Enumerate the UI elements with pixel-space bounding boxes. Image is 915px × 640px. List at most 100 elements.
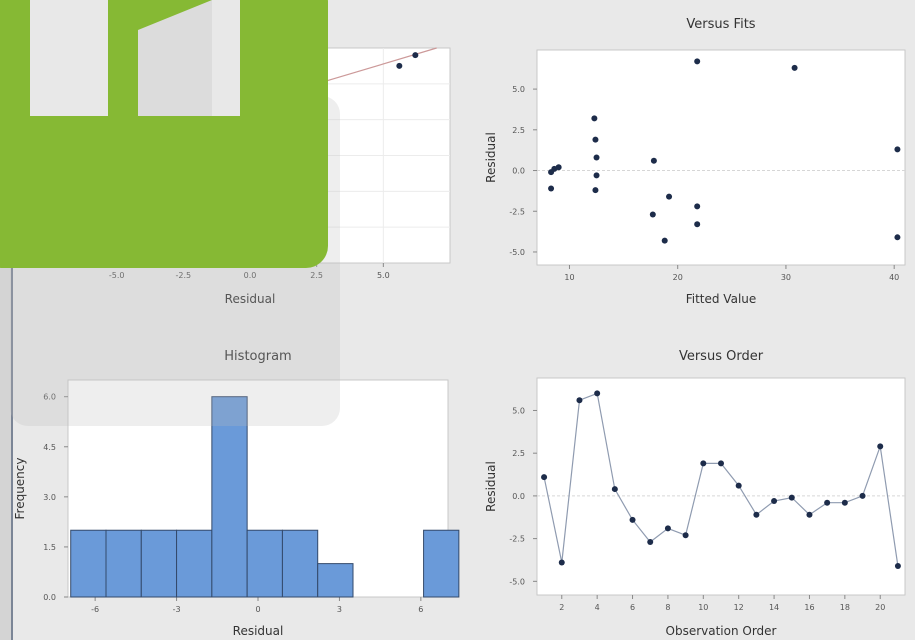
chart-order: Versus Order Observation Order Residual 2 4 6… — [484, 349, 906, 638]
data-point — [735, 482, 742, 489]
histogram-bar — [317, 563, 354, 598]
data-point — [718, 460, 724, 467]
x-tick-label: 10 — [564, 273, 574, 282]
data-point — [576, 397, 583, 404]
data-point — [650, 157, 657, 164]
data-point — [771, 498, 778, 505]
data-point — [558, 559, 565, 566]
logo-left-panel — [30, 0, 108, 116]
histogram-bar — [140, 529, 178, 598]
data-point — [592, 136, 599, 143]
data-point — [629, 516, 636, 523]
x-tick-label: -5.0 — [109, 271, 125, 280]
data-point — [666, 193, 673, 200]
x-tick-label: 6 — [630, 603, 635, 612]
y-tick-label: 2.5 — [512, 449, 525, 458]
x-tick-label: 2.5 — [310, 271, 323, 280]
data-point — [647, 539, 654, 546]
data-point — [877, 443, 884, 450]
x-tick-label: 10 — [698, 603, 708, 612]
x-tick-label: 40 — [889, 273, 899, 282]
x-tick-label: 5.0 — [377, 271, 390, 280]
y-tick-label: 2.5 — [512, 126, 525, 135]
data-point — [661, 237, 668, 244]
x-tick-label: 12 — [734, 603, 744, 612]
y-tick-label: -5.0 — [509, 248, 525, 257]
histogram-bar — [423, 529, 460, 598]
data-point — [806, 511, 813, 518]
y-tick-label: 4.5 — [43, 443, 56, 452]
y-axis-label: Residual — [484, 461, 498, 512]
data-point — [649, 211, 656, 218]
plot-area — [536, 377, 906, 596]
logo-right-panel-tail — [212, 0, 240, 116]
plot-area — [536, 49, 906, 266]
x-tick-label: 2 — [559, 603, 564, 612]
x-tick-label: 16 — [804, 603, 814, 612]
data-point — [894, 146, 901, 153]
data-point — [753, 511, 760, 518]
y-tick-label: 5.0 — [512, 85, 525, 94]
data-point — [541, 474, 548, 481]
logo-green-block — [0, 0, 340, 426]
x-tick-label: 0 — [255, 605, 260, 614]
x-tick-label: 6 — [418, 605, 423, 614]
data-point — [593, 172, 600, 179]
data-point — [694, 221, 701, 228]
y-tick-label: 1.5 — [43, 543, 56, 552]
chart-title: Versus Fits — [686, 17, 755, 32]
histogram-bar — [246, 529, 283, 598]
y-tick-label: -2.5 — [509, 535, 525, 544]
data-point — [859, 492, 866, 499]
data-point — [700, 460, 707, 467]
chart-title: Histogram — [224, 349, 291, 364]
histogram-bar — [281, 529, 319, 598]
x-tick-label: 30 — [781, 273, 791, 282]
histogram-bar — [70, 529, 107, 598]
logo-right-panel — [138, 0, 212, 116]
x-axis-label: Residual — [225, 292, 276, 306]
data-point — [611, 486, 618, 493]
histogram-bar — [105, 529, 142, 598]
data-point — [664, 525, 671, 532]
data-point — [682, 532, 689, 539]
x-tick-label: 3 — [337, 605, 342, 614]
data-point — [791, 64, 798, 71]
chart-hist: Histogram Residual Frequency -6 -3 0 3 6 0.0 1.5 3… — [13, 349, 460, 638]
data-point — [841, 499, 848, 506]
chart-title: Versus Order — [679, 349, 764, 364]
data-point — [694, 58, 701, 65]
logo-left-edge — [0, 0, 30, 116]
x-tick-label: 14 — [769, 603, 779, 612]
y-tick-label: 6.0 — [43, 393, 56, 402]
y-tick-label: 5.0 — [512, 406, 525, 415]
x-tick-label: 18 — [840, 603, 850, 612]
y-tick-label: 3.0 — [43, 493, 56, 502]
y-tick-label: -2.5 — [509, 207, 525, 216]
data-point — [396, 62, 403, 69]
data-point — [548, 185, 555, 192]
y-tick-label: -5.0 — [509, 577, 525, 586]
x-axis-label: Residual — [233, 624, 284, 638]
data-point — [694, 203, 701, 210]
x-tick-label: 20 — [673, 273, 683, 282]
window-edge — [0, 240, 12, 640]
y-tick-label: 0.0 — [512, 492, 525, 501]
data-point — [788, 494, 795, 501]
chart-fits: Versus Fits Fitted Value Residual 10 20 30 40 -… — [484, 17, 906, 306]
y-tick-label: 0.0 — [512, 167, 525, 176]
x-tick-label: -2.5 — [176, 271, 192, 280]
histogram-bar — [211, 396, 248, 598]
x-tick-label: 4 — [595, 603, 600, 612]
x-tick-label: 20 — [875, 603, 885, 612]
x-axis-label: Observation Order — [666, 624, 777, 638]
x-tick-label: 8 — [665, 603, 670, 612]
y-tick-label: 0.0 — [43, 593, 56, 602]
x-axis-label: Fitted Value — [686, 292, 757, 306]
x-tick-label: 0.0 — [244, 271, 257, 280]
data-point — [591, 115, 598, 122]
data-point — [594, 390, 601, 397]
data-point — [555, 164, 562, 171]
y-axis-label: Frequency — [13, 458, 27, 520]
